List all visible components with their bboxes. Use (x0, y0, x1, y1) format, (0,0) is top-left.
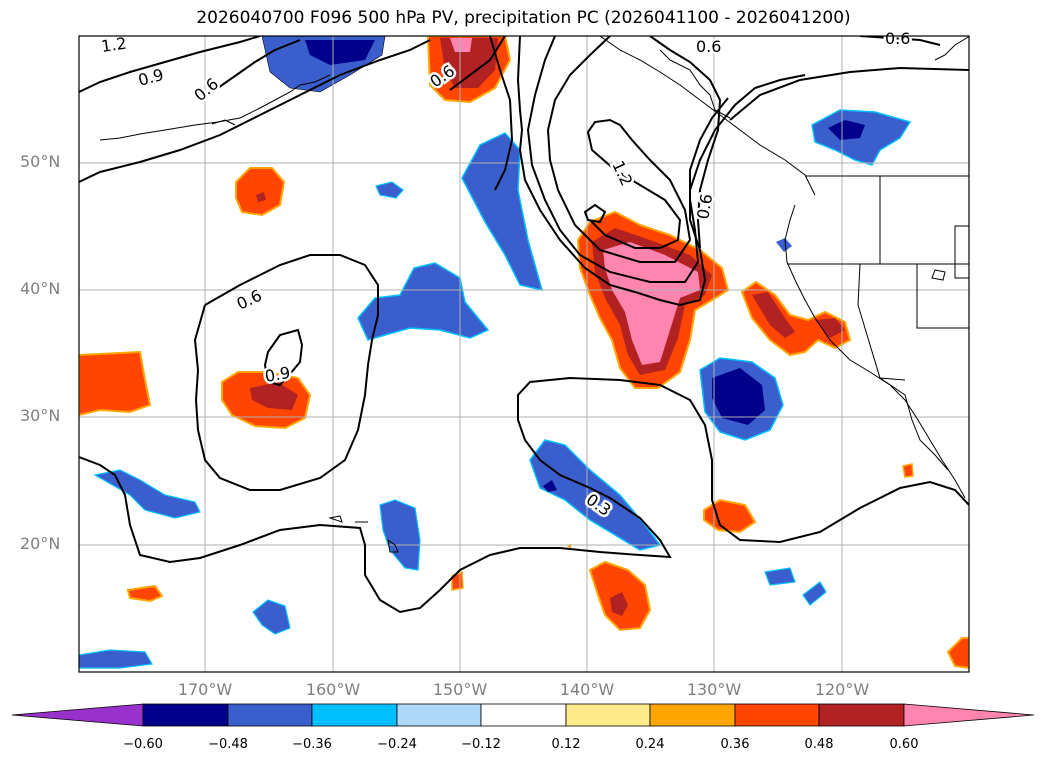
colorbar-extend-high (903, 703, 1035, 727)
contour-label: 0.6 (693, 192, 716, 220)
colorbar-tick-label: 0.48 (804, 737, 834, 752)
contour-label: 0.6 (190, 74, 222, 105)
colorbar-segment (734, 703, 820, 727)
colorbar-tick-label: −0.48 (208, 737, 248, 752)
colorbar-tick-label: −0.24 (377, 737, 417, 752)
negative-precip-areas (79, 36, 912, 669)
colorbar-extend-low (11, 703, 144, 727)
positive-precip-areas (79, 36, 969, 670)
colorbar-tick-label: 0.12 (551, 737, 581, 752)
contour-label: 0.6 (885, 29, 910, 48)
lon-label: 120°W (814, 680, 870, 699)
map-frame (78, 35, 970, 673)
contour-label: 1.2 (608, 158, 636, 189)
coastlines (99, 36, 969, 553)
colorbar-segment (480, 703, 567, 727)
colorbar-tick-label: 0.36 (720, 737, 750, 752)
colorbar-segment (649, 703, 736, 727)
colorbar-segment (142, 703, 229, 727)
colorbar-tick-label: −0.60 (123, 737, 163, 752)
colorbar-segment (818, 703, 905, 727)
colorbar-tick-label: −0.12 (461, 737, 501, 752)
map-title: 2026040700 F096 500 hPa PV, precipitatio… (196, 8, 851, 28)
lat-label: 50°N (20, 152, 61, 171)
lat-label: 40°N (20, 279, 61, 298)
lon-label: 130°W (686, 680, 742, 699)
lon-label: 140°W (559, 680, 615, 699)
pv-contours (79, 36, 969, 614)
lat-label: 20°N (20, 534, 61, 553)
contour-label: 1.2 (100, 34, 128, 56)
colorbar (11, 703, 1035, 727)
colorbar-tick-label: −0.36 (292, 737, 332, 752)
colorbar-tick-label: 0.60 (889, 737, 919, 752)
colorbar-segment (227, 703, 313, 727)
colorbar-segment (396, 703, 482, 727)
colorbar-tick-label: 0.24 (635, 737, 665, 752)
precipitation-fill (79, 36, 969, 670)
lat-label: 30°N (20, 406, 61, 425)
lon-label: 150°W (432, 680, 488, 699)
colorbar-segment (565, 703, 651, 727)
lon-label: 170°W (177, 680, 233, 699)
contour-label: 0.6 (696, 37, 721, 56)
colorbar-segment (311, 703, 398, 727)
contour-labels: 1.2 0.9 0.6 0.6 1.2 0.6 0.6 0.6 0.9 0.3 … (97, 27, 913, 523)
lon-label: 160°W (305, 680, 361, 699)
